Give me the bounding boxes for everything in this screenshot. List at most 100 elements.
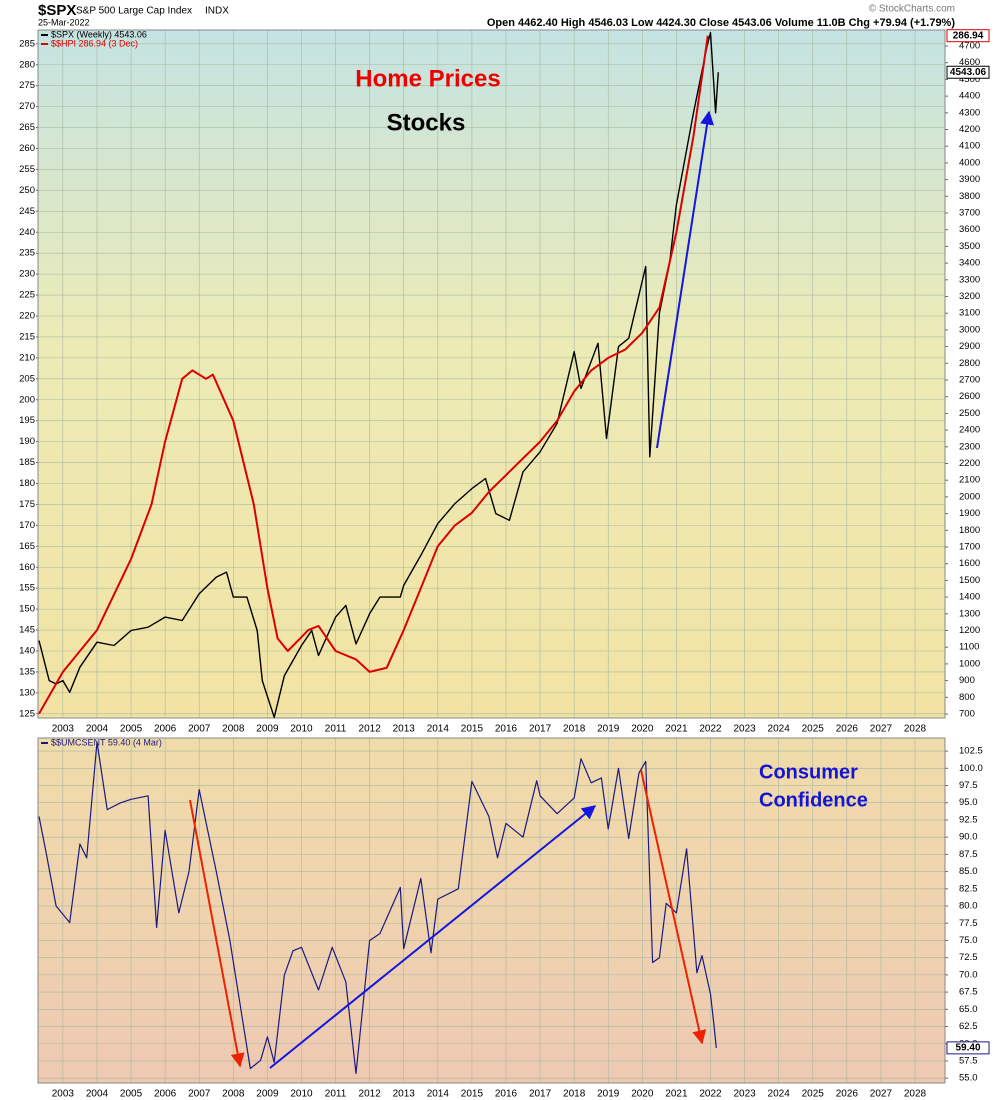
y-tick-label: 140: [19, 646, 35, 657]
y2-tick-label: 4200: [959, 124, 980, 135]
x-tick-label: 2027: [870, 1089, 893, 1100]
y2-tick-label: 3400: [959, 258, 980, 269]
y2-tick-label: 2500: [959, 408, 980, 419]
plot-frame: [37, 29, 946, 719]
y2-tick-label: 3000: [959, 324, 980, 335]
x-tick-label: 2022: [699, 1089, 722, 1100]
y-tick-label: 215: [19, 331, 35, 342]
y-tick-label: 280: [19, 59, 35, 70]
quote: Open 4462.40 High 4546.03 Low 4424.30 Cl…: [487, 17, 955, 29]
y2-tick-label: 2300: [959, 441, 980, 452]
y-tick-label: 57.5: [959, 1055, 978, 1066]
x-tick-label: 2017: [529, 1089, 552, 1100]
x-tick-label: 2028: [904, 1089, 927, 1100]
x-tick-label: 2014: [427, 724, 450, 735]
y-tick-label: 180: [19, 478, 35, 489]
last-value-tag: [946, 29, 990, 43]
y-tick-label: 185: [19, 457, 35, 468]
arrow: [189, 799, 245, 1068]
x-tick-label: 2006: [154, 724, 177, 735]
y-tick-label: 145: [19, 625, 35, 636]
y2-tick-label: 1000: [959, 658, 980, 669]
x-tick-label: 2022: [699, 724, 722, 735]
x-tick-label: 2014: [427, 1089, 450, 1100]
annotation: Confidence: [759, 789, 868, 811]
x-tick-label: 2025: [802, 724, 825, 735]
y2-tick-label: 3900: [959, 174, 980, 185]
last-value-tag: [946, 65, 990, 79]
x-tick-label: 2012: [359, 724, 382, 735]
y-tick-label: 55.0: [959, 1073, 978, 1084]
x-tick-label: 2025: [802, 1089, 825, 1100]
series-line: [38, 35, 709, 715]
x-tick-label: 2012: [359, 1089, 382, 1100]
y2-tick-label: 2800: [959, 358, 980, 369]
x-tick-label: 2008: [222, 1089, 245, 1100]
y-tick-label: 130: [19, 687, 35, 698]
y-tick-label: 62.5: [959, 1021, 978, 1032]
x-tick-label: 2005: [120, 724, 143, 735]
x-tick-label: 2015: [461, 724, 484, 735]
y-tick-label: 90.0: [959, 832, 978, 843]
series-line: [38, 741, 717, 1074]
y2-tick-label: 900: [959, 675, 975, 686]
y2-tick-label: 1300: [959, 608, 980, 619]
plot-background: [38, 30, 945, 718]
annotation: Stocks: [387, 109, 466, 136]
x-tick-label: 2005: [120, 1089, 143, 1100]
y2-tick-label: 2400: [959, 425, 980, 436]
annotation: Consumer: [759, 761, 858, 783]
x-tick-label: 2008: [222, 724, 245, 735]
y-tick-label: 65.0: [959, 1004, 978, 1015]
y-tick-label: 102.5: [959, 746, 983, 757]
y-tick-label: 77.5: [959, 918, 978, 929]
y2-tick-label: 3100: [959, 308, 980, 319]
x-tick-label: 2026: [836, 1089, 859, 1100]
x-tick-label: 2007: [188, 724, 211, 735]
x-tick-label: 2020: [631, 1089, 654, 1100]
ticker: $SPX: [38, 2, 76, 19]
date: 25-Mar-2022: [38, 17, 90, 27]
subtitle: S&P 500 Large Cap Index: [76, 6, 192, 17]
y2-tick-label: 1200: [959, 625, 980, 636]
x-tick-label: 2010: [290, 1089, 313, 1100]
x-tick-label: 2020: [631, 724, 654, 735]
arrows: [189, 110, 714, 1069]
y-tick-label: 250: [19, 185, 35, 196]
x-tick-label: 2011: [325, 1089, 347, 1100]
legend-label: $$UMCSENT 59.40 (4 Mar): [51, 737, 162, 747]
y-tick-label: 190: [19, 436, 35, 447]
legend-label: $SPX (Weekly) 4543.06: [51, 29, 147, 39]
x-tick-label: 2003: [52, 724, 75, 735]
y-tick-label: 87.5: [959, 849, 978, 860]
y2-tick-label: 3500: [959, 241, 980, 252]
y-tick-label: 240: [19, 227, 35, 238]
last-value-tag: [946, 1041, 990, 1055]
y-tick-label: 85.0: [959, 866, 978, 877]
y2-tick-label: 3600: [959, 224, 980, 235]
last-value-label: 286.94: [953, 30, 984, 41]
y2-tick-label: 2700: [959, 375, 980, 386]
y2-tick-label: 2100: [959, 475, 980, 486]
y-tick-label: 95.0: [959, 797, 978, 808]
panels: 2003 2004 2005 2006 2007 2008 2009 2010 2011 2012…: [19, 29, 990, 1100]
y-tick-label: 285: [19, 38, 35, 49]
x-tick-label: 2024: [768, 1089, 791, 1100]
x-tick-label: 2018: [563, 1089, 586, 1100]
x-tick-label: 2003: [52, 1089, 75, 1100]
arrow: [269, 805, 597, 1069]
y2-tick-label: 1400: [959, 592, 980, 603]
y-tick-label: 230: [19, 269, 35, 280]
y2-tick-label: 4300: [959, 107, 980, 118]
y2-tick-label: 1100: [959, 642, 979, 653]
y2-tick-label: 3800: [959, 191, 980, 202]
x-tick-label: 2006: [154, 1089, 177, 1100]
x-tick-label: 2028: [904, 724, 927, 735]
last-value-label: 59.40: [955, 1043, 980, 1054]
y-tick-label: 210: [19, 352, 35, 363]
y-tick-label: 235: [19, 248, 35, 259]
x-tick-label: 2015: [461, 1089, 484, 1100]
x-tick-label: 2013: [393, 724, 416, 735]
x-tick-label: 2023: [733, 724, 756, 735]
